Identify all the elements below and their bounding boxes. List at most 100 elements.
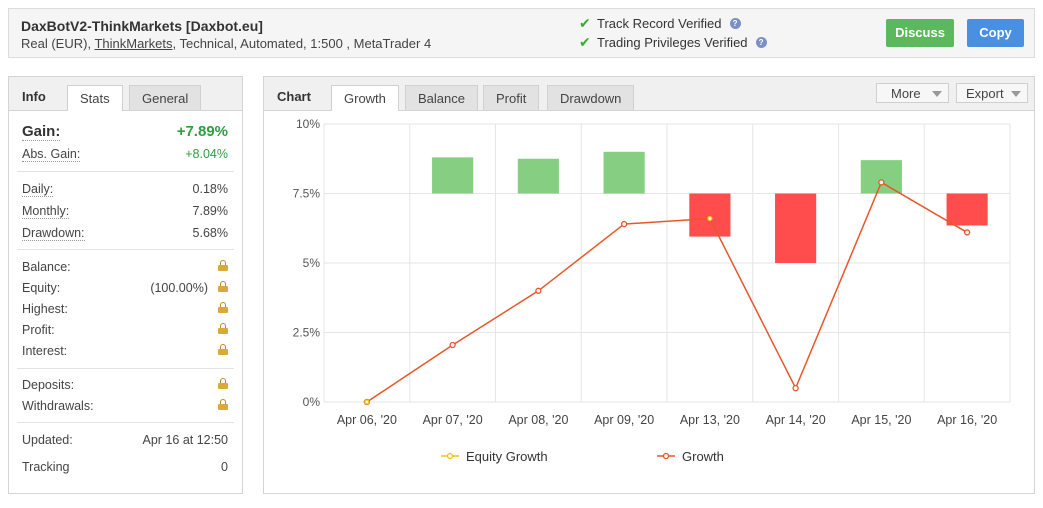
growth-chart: 0% 2.5% 5% 7.5% 10% Apr 06, '20 Apr 07, '20 Apr… [293, 117, 1011, 464]
bar [775, 193, 817, 263]
trading-privileges-verified: ✔ Trading Privileges Verified ? [579, 34, 767, 51]
copy-button[interactable]: Copy [967, 19, 1024, 47]
more-dropdown[interactable]: More [876, 83, 949, 103]
x-tick-label: Apr 09, '20 [594, 413, 654, 427]
tab-balance[interactable]: Balance [405, 85, 478, 110]
growth-point [792, 384, 799, 392]
bar [603, 151, 645, 194]
drawdown-label: Drawdown: [22, 226, 85, 241]
legend-growth-label: Growth [682, 449, 724, 464]
track-record-label: Track Record Verified [597, 16, 722, 31]
interest-label: Interest: [22, 344, 68, 358]
export-label: Export [966, 86, 1004, 101]
x-tick-label: Apr 14, '20 [766, 413, 826, 427]
growth-point [449, 341, 456, 349]
y-tick-label: 7.5% [293, 187, 321, 201]
tab-profit[interactable]: Profit [483, 85, 540, 110]
divider [17, 171, 234, 172]
track-record-verified: ✔ Track Record Verified ? [579, 15, 741, 32]
bar [689, 193, 731, 237]
lock-icon [218, 399, 228, 413]
check-icon: ✔ [579, 15, 591, 31]
x-tick-label: Apr 06, '20 [337, 413, 397, 427]
x-tick-label: Apr 08, '20 [508, 413, 568, 427]
divider [17, 422, 234, 423]
divider [17, 368, 234, 369]
daily-label: Daily: [22, 182, 54, 197]
lock-icon [218, 344, 228, 358]
help-icon[interactable]: ? [729, 18, 741, 29]
tracking-value: 0 [221, 460, 228, 474]
lock-icon [218, 323, 228, 337]
trading-privileges-label: Trading Privileges Verified [597, 35, 748, 50]
export-dropdown[interactable]: Export [956, 83, 1028, 103]
balance-label: Balance: [22, 260, 71, 274]
y-tick-label: 0% [303, 395, 321, 409]
equity-value: (100.00%) [150, 281, 208, 295]
help-icon[interactable]: ? [755, 37, 767, 48]
equity-point [707, 215, 713, 222]
highest-label: Highest: [22, 302, 68, 316]
bar [946, 193, 988, 226]
discuss-button[interactable]: Discuss [886, 19, 954, 47]
lock-icon [218, 378, 228, 392]
bar [432, 157, 474, 194]
tracking-label: Tracking [22, 460, 70, 474]
tab-stats[interactable]: Stats [67, 85, 123, 111]
legend-growth-marker [662, 452, 670, 460]
lock-icon [218, 260, 228, 274]
account-type: Real (EUR), [21, 36, 95, 51]
equity-label: Equity: [22, 281, 61, 295]
chart-panel: Chart Growth Balance Profit Drawdown Mor… [263, 76, 1035, 494]
chevron-down-icon [932, 91, 942, 97]
tab-drawdown[interactable]: Drawdown [547, 85, 635, 110]
chart-tabbar: Chart Growth Balance Profit Drawdown Mor… [264, 77, 1034, 111]
account-details: , Technical, Automated, 1:500 , MetaTrad… [172, 36, 432, 51]
account-header: DaxBotV2-ThinkMarkets [Daxbot.eu] Real (… [8, 8, 1035, 58]
x-tick-label: Apr 07, '20 [423, 413, 483, 427]
info-tabbar: Info Stats General [9, 77, 242, 111]
chart-panel-label: Chart [277, 89, 311, 104]
x-tick-label: Apr 13, '20 [680, 413, 740, 427]
tab-growth[interactable]: Growth [331, 85, 399, 111]
growth-point [620, 220, 628, 228]
check-icon: ✔ [579, 34, 591, 50]
growth-point [963, 229, 971, 236]
updated-value: Apr 16 at 12:50 [142, 433, 228, 447]
gain-label: Gain: [22, 123, 61, 141]
drawdown-value: 5.68% [192, 226, 228, 240]
info-panel: Info Stats General Gain: +7.89% Abs. Gai… [8, 76, 243, 494]
monthly-label: Monthly: [22, 204, 70, 219]
growth-point [535, 287, 542, 294]
legend-equity-label: Equity Growth [466, 449, 548, 464]
growth-line [366, 181, 968, 403]
lock-icon [218, 302, 228, 316]
profit-label: Profit: [22, 323, 55, 337]
tab-general[interactable]: General [129, 85, 202, 110]
account-subtitle: Real (EUR), ThinkMarkets, Technical, Aut… [21, 36, 431, 51]
growth-point [878, 179, 885, 186]
broker-link[interactable]: ThinkMarkets [94, 36, 173, 51]
bar [860, 160, 902, 194]
gain-value: +7.89% [176, 123, 228, 140]
info-panel-label: Info [22, 89, 46, 104]
updated-label: Updated: [22, 433, 73, 447]
bar [517, 158, 559, 194]
equity-point [364, 399, 370, 405]
more-label: More [891, 86, 921, 101]
legend-equity-marker [446, 452, 454, 460]
deposits-label: Deposits: [22, 378, 75, 392]
x-tick-label: Apr 16, '20 [937, 413, 997, 427]
y-tick-label: 10% [296, 117, 320, 131]
withdrawals-label: Withdrawals: [22, 399, 94, 413]
divider [17, 249, 234, 250]
y-tick-label: 2.5% [293, 326, 321, 340]
abs-gain-value: +8.04% [185, 147, 228, 161]
abs-gain-label: Abs. Gain: [22, 147, 81, 162]
chevron-down-icon [1011, 91, 1021, 97]
monthly-value: 7.89% [192, 204, 228, 218]
x-tick-label: Apr 15, '20 [851, 413, 911, 427]
account-title: DaxBotV2-ThinkMarkets [Daxbot.eu] [21, 18, 263, 34]
y-tick-label: 5% [303, 256, 321, 270]
daily-value: 0.18% [192, 182, 228, 196]
